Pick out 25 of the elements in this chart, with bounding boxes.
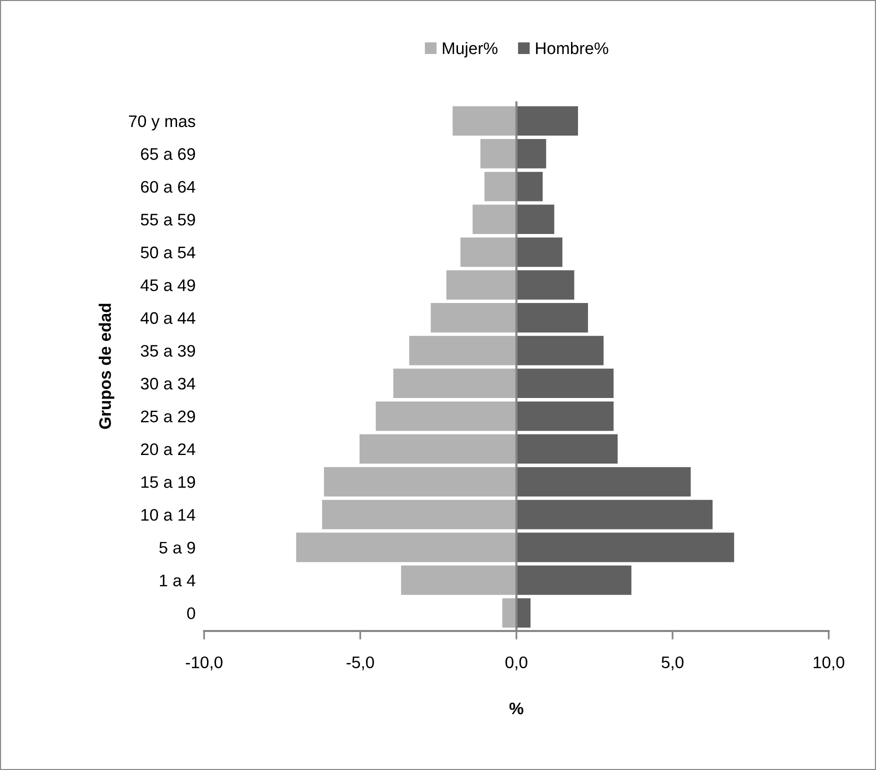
y-tick-label: 20 a 24 (141, 443, 196, 456)
y-tick-label: 1 a 4 (160, 574, 196, 586)
x-axis-title: % (509, 702, 524, 714)
y-tick-label: 0 (187, 607, 196, 620)
y-tick-label: 55 a 59 (140, 214, 195, 226)
x-tick-label: -10,0 (186, 656, 222, 670)
y-tick-label: 10 a 14 (141, 508, 196, 521)
y-tick-label: 30 a 34 (140, 378, 196, 390)
y-tick-label: 15 a 19 (141, 476, 195, 488)
x-tick-label: -5,0 (346, 656, 374, 670)
y-tick-label: 50 a 54 (140, 246, 196, 258)
y-tick-label: 5 a 9 (159, 542, 195, 554)
y-tick-label: 35 a 39 (140, 344, 195, 357)
y-tick-label: 25 a 29 (141, 410, 195, 422)
y-tick-label: 60 a 64 (141, 180, 196, 193)
y-axis-title: Grupos de edad (98, 304, 114, 429)
y-tick-label: 45 a 49 (140, 279, 195, 292)
x-tick-label: 10,0 (814, 656, 844, 670)
y-tick-label: 65 a 69 (141, 148, 195, 160)
legend-label: Hombre% (536, 42, 608, 54)
legend-label: Mujer% (442, 42, 498, 58)
y-tick-label: 40 a 44 (140, 312, 196, 324)
x-tick-label: 5,0 (662, 656, 684, 670)
x-tick-label: 0,0 (505, 656, 528, 670)
y-tick-label: 70 y mas (129, 115, 196, 130)
